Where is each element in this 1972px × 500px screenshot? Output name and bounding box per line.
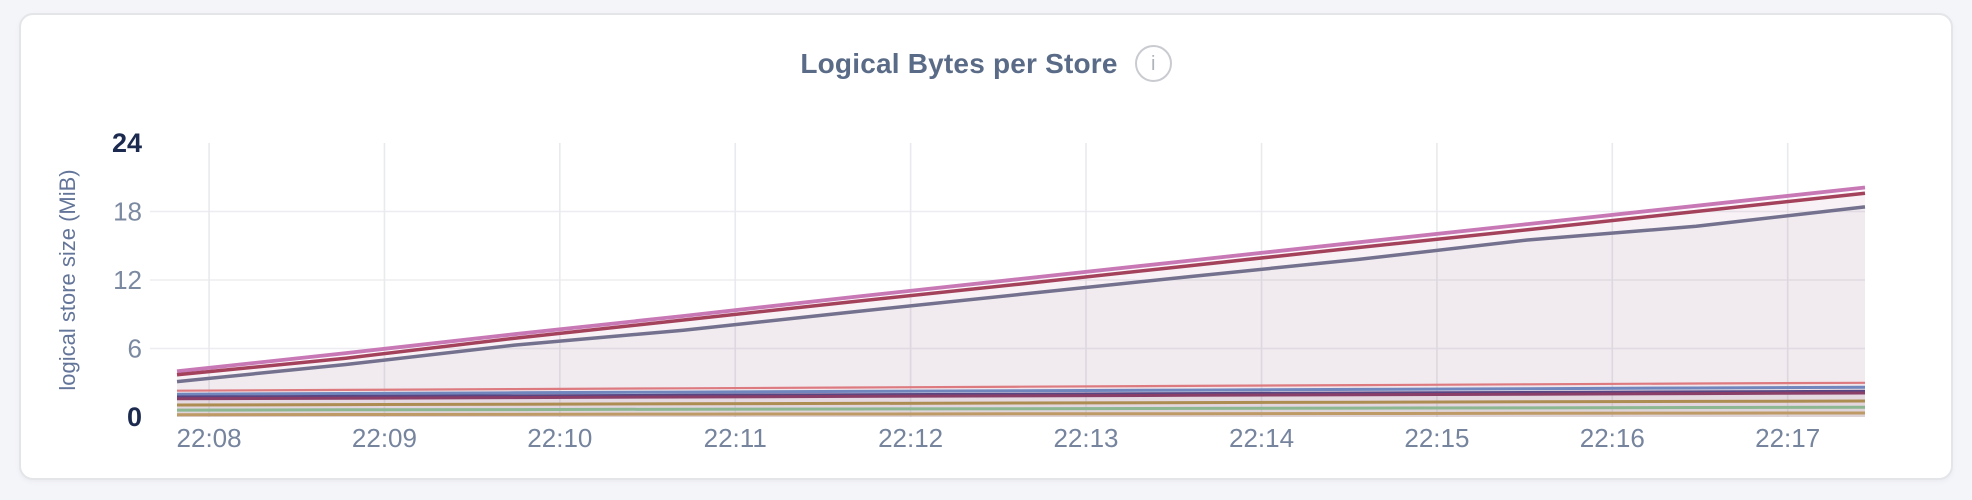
series-line-store-tan [176,399,1866,407]
y-tick-label: 0 [127,402,142,432]
info-icon[interactable]: i [1134,45,1172,82]
series-line-store-plum [176,391,1866,401]
y-tick-label: 12 [113,265,142,295]
series-line-store-crimson [176,191,1866,377]
x-tick-label: 22:08 [177,423,242,453]
chart-header: Logical Bytes per Store i [21,45,1951,82]
y-tick-label: 18 [113,197,142,227]
chart-title: Logical Bytes per Store [800,47,1118,79]
series-line-store-gold [176,411,1866,417]
series-line-store-orchid [176,185,1866,374]
series-line-store-green [176,405,1866,412]
series-line-store-blue [176,385,1866,396]
series-line-store-slate [176,205,1866,384]
x-tick-label: 22:12 [878,423,943,453]
chart-svg[interactable]: 22:08 22:09 22:10 22:11 22:12 22:13 22:14 22:15… [32,102,1882,462]
x-tick-label: 22:11 [704,423,767,453]
x-tick-label: 22:10 [527,423,592,453]
series-line-store-salmon [176,381,1866,392]
x-tick-label: 22:15 [1404,423,1469,453]
y-tick-label: 6 [128,334,142,364]
y-tick-label: 24 [112,128,142,158]
series-line-store-purple [176,389,1866,399]
x-tick-label: 22:17 [1755,423,1820,453]
x-tick-label: 22:14 [1229,423,1294,453]
x-tick-label: 22:09 [352,423,417,453]
series-area-store-slate [177,206,1865,417]
x-tick-label: 22:16 [1580,423,1645,453]
chart-card: Logical Bytes per Store i logical store … [19,13,1953,480]
series-area-store-orchid [177,187,1865,417]
x-tick-label: 22:13 [1053,423,1118,453]
